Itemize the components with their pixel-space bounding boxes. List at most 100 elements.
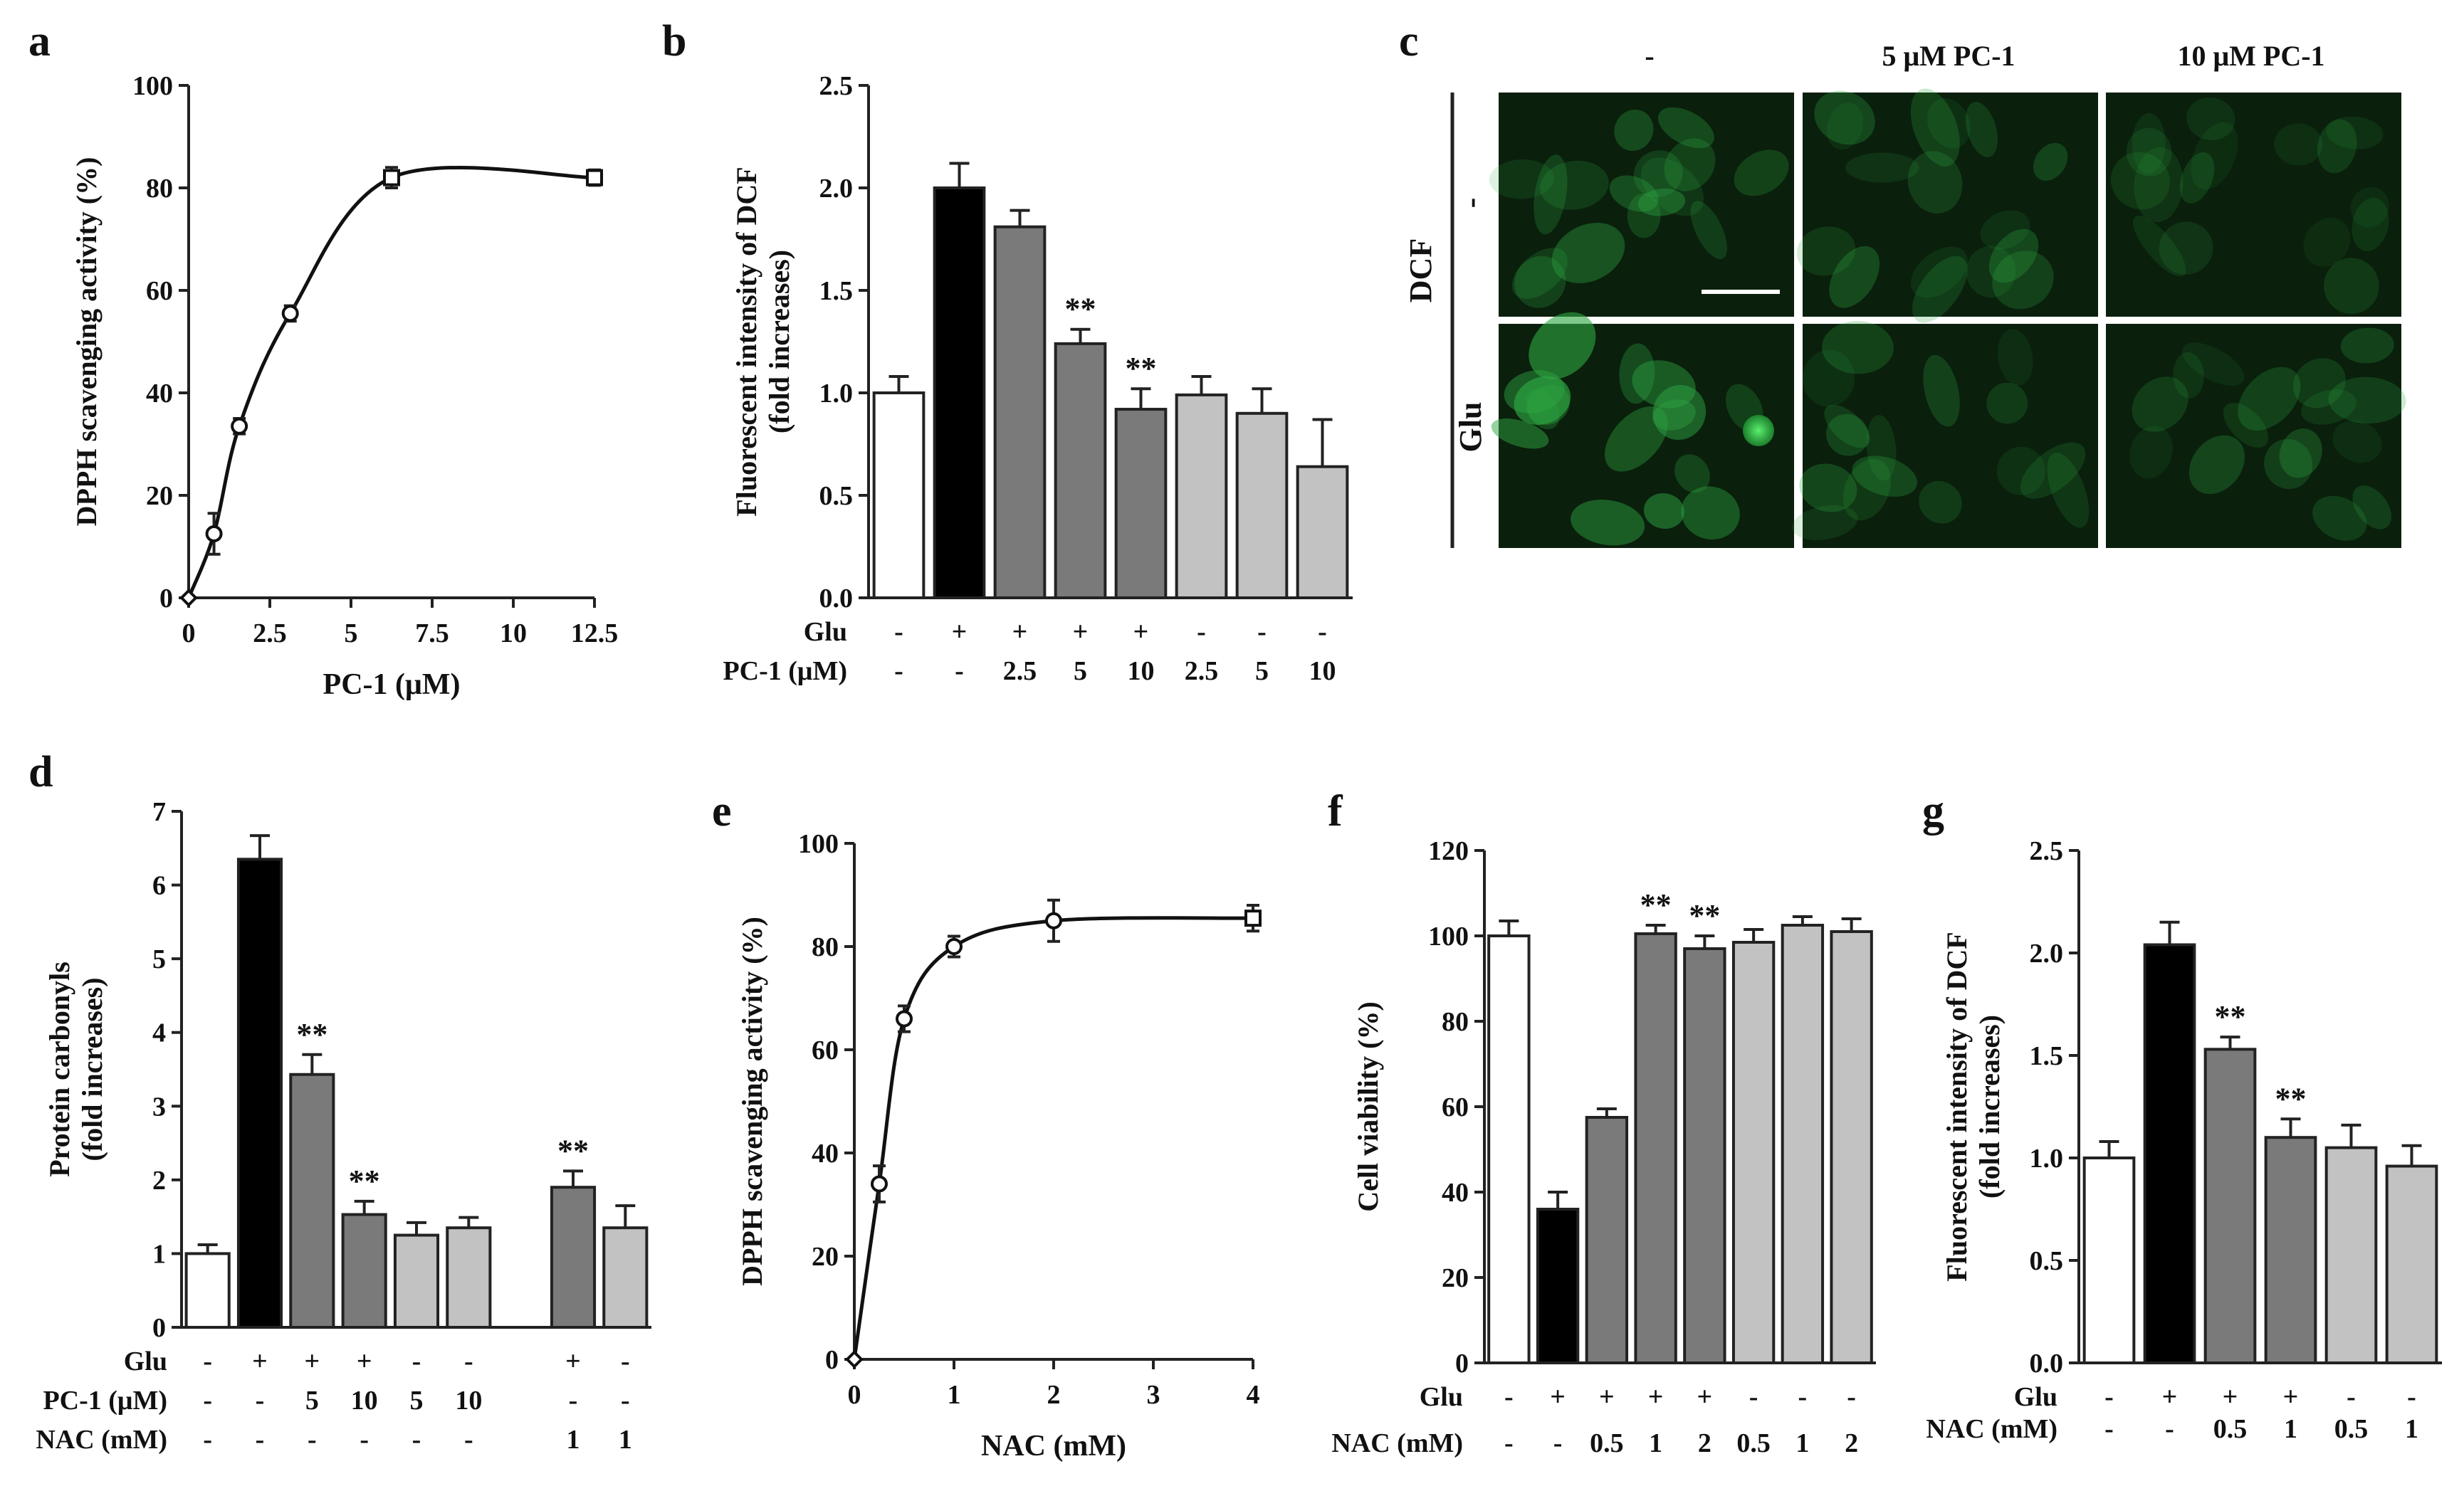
- cell: [2223, 402, 2269, 448]
- chart-d-protein-carbonyls: 0 1 2 3 4 5 6 7 Protein carbonyls(fold increases…: [36, 797, 651, 1455]
- significance-marker: **: [1689, 898, 1720, 933]
- condition-label: PC-1 (μM): [723, 656, 847, 686]
- x-tick-label: 2: [1047, 1380, 1061, 1410]
- cell: [2328, 376, 2406, 424]
- bar: [1830, 930, 1873, 1364]
- condition-value: -: [1504, 1382, 1514, 1412]
- significance-marker: **: [1126, 351, 1157, 386]
- condition-value: -: [955, 656, 964, 686]
- y-tick-label: 2.5: [2030, 836, 2064, 866]
- bar: [1683, 947, 1726, 1364]
- cell: [2186, 98, 2235, 140]
- condition-value: -: [2104, 1414, 2114, 1444]
- y-tick-label: 100: [132, 71, 173, 101]
- data-point: [281, 305, 299, 322]
- condition-label: Glu: [1420, 1382, 1463, 1412]
- cell: [2303, 218, 2351, 267]
- cell: [1525, 389, 1560, 430]
- condition-value: -: [569, 1386, 578, 1416]
- condition-value: -: [256, 1386, 265, 1416]
- panel-label-c: c: [1399, 17, 1419, 65]
- condition-value: -: [203, 1347, 212, 1376]
- condition-value: -: [1257, 617, 1267, 647]
- condition-value: -: [464, 1425, 473, 1455]
- y-axis-label: DPPH scavenging activity (%): [70, 157, 103, 527]
- condition-label: NAC (mM): [36, 1425, 167, 1455]
- condition-value: +: [1599, 1382, 1615, 1412]
- cell: [1657, 107, 1714, 149]
- cell: [1996, 446, 2045, 495]
- cell: [2126, 127, 2172, 177]
- cell: [2129, 426, 2173, 479]
- micro-row-label: -: [1453, 198, 1488, 209]
- condition-value: -: [308, 1425, 317, 1455]
- condition-value: 2: [1845, 1428, 1858, 1458]
- cell: [1632, 360, 1696, 409]
- cell: [1640, 157, 1704, 216]
- significance-marker: **: [1065, 292, 1096, 327]
- cell: [1927, 98, 1971, 149]
- panel-label-g: g: [1922, 787, 1944, 836]
- y-axis-label: Fluorescent intensity of DCF(fold increa…: [1941, 932, 2006, 1281]
- bar: [1296, 465, 1349, 599]
- bar: [1114, 408, 1168, 599]
- y-tick-label: 60: [146, 276, 173, 306]
- significance-marker: **: [349, 1164, 380, 1198]
- cell: [2352, 197, 2389, 251]
- cell: [1664, 138, 1716, 191]
- condition-value: -: [894, 656, 903, 686]
- condition-value: 5: [1074, 656, 1087, 686]
- bar: [1175, 393, 1228, 599]
- data-point: [1244, 910, 1262, 927]
- bar: [341, 1213, 387, 1329]
- condition-value: +: [565, 1347, 581, 1376]
- cell: [2274, 123, 2323, 166]
- y-tick-label: 0: [825, 1345, 839, 1375]
- bar: [1054, 342, 1107, 599]
- x-axis-label: NAC (mM): [981, 1430, 1126, 1463]
- cell: [2188, 435, 2245, 495]
- x-tick-label: 0: [848, 1380, 861, 1410]
- data-point: [945, 938, 963, 955]
- bar: [1536, 1208, 1580, 1364]
- bar: [1731, 941, 1776, 1364]
- cell: [1551, 223, 1625, 283]
- micro-col-label: 5 μM PC-1: [1882, 40, 2015, 72]
- condition-value: -: [1553, 1428, 1563, 1458]
- cell: [1652, 399, 1696, 431]
- cell: [2132, 113, 2166, 174]
- cell: [1619, 343, 1655, 404]
- condition-value: 0.5: [2334, 1414, 2369, 1444]
- cell: [2350, 186, 2389, 228]
- cell: [1571, 500, 1645, 546]
- cell: [1822, 321, 1894, 374]
- cell: [1829, 246, 1880, 308]
- cell: [1966, 246, 2016, 298]
- condition-label: PC-1 (μM): [43, 1386, 167, 1416]
- condition-value: 1: [2405, 1414, 2418, 1444]
- condition-value: -: [621, 1386, 630, 1416]
- y-axis-label: Cell viability (%): [1352, 1001, 1384, 1212]
- data-point: [896, 1010, 913, 1028]
- condition-value: +: [305, 1347, 320, 1376]
- cell: [1814, 90, 1875, 145]
- chart-f-cell-viability: 0 20 40 60 80 100 120 Cell viability (%) ** ** Glu…: [1331, 836, 1876, 1458]
- condition-value: +: [2162, 1382, 2178, 1412]
- y-tick-label: 2.0: [819, 174, 854, 204]
- condition-value: -: [203, 1386, 212, 1416]
- data-point: [586, 169, 603, 186]
- y-tick-label: 6: [152, 871, 166, 901]
- significance-marker: **: [557, 1133, 589, 1168]
- y-tick-label: 1.5: [2030, 1041, 2064, 1071]
- cell: [1504, 370, 1565, 413]
- condition-value: 2.5: [1185, 656, 1219, 686]
- y-tick-label: 40: [812, 1139, 839, 1169]
- y-axis-label: Fluorescent intensity of DCF(fold increa…: [730, 167, 795, 516]
- condition-value: -: [412, 1347, 421, 1376]
- cell: [1681, 486, 1740, 540]
- condition-value: +: [357, 1347, 372, 1376]
- cell: [2181, 342, 2245, 386]
- y-tick-label: 4: [152, 1018, 166, 1048]
- micrograph-panel: - 5 μM PC-1 10 μM PC-1 DCF - Glu: [1403, 40, 2406, 548]
